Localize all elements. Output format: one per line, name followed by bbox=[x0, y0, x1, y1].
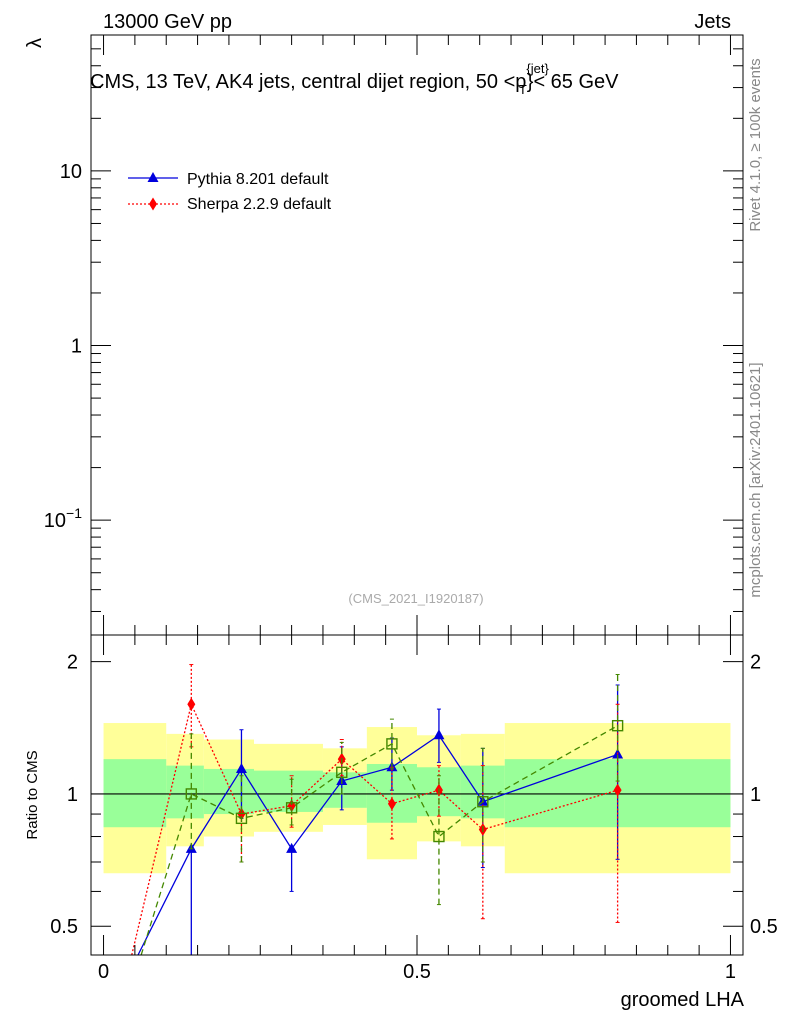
main-y-tick-label: 1 bbox=[71, 336, 82, 358]
legend-marker-sherpa bbox=[149, 197, 157, 211]
legend: Pythia 8.201 default Sherpa 2.2.9 defaul… bbox=[128, 171, 332, 213]
main-title-part: CMS, 13 TeV, AK4 jets, central dijet reg… bbox=[90, 71, 526, 93]
data-point-diamond bbox=[613, 783, 622, 797]
main-title: CMS, 13 TeV, AK4 jets, central dijet reg… bbox=[90, 61, 619, 97]
ratio-y-tick-label-right: 0.5 bbox=[750, 916, 778, 938]
x-tick-label: 1 bbox=[725, 961, 736, 983]
data-point-square bbox=[336, 766, 348, 779]
ratio-y-tick-label-right: 2 bbox=[750, 652, 761, 674]
x-axis-label: groomed LHA bbox=[621, 989, 745, 1011]
data-point-square bbox=[185, 788, 198, 800]
ratio-y-tick-label: 0.5 bbox=[50, 916, 78, 938]
series-diamond bbox=[131, 664, 622, 956]
ratio-bands bbox=[91, 723, 743, 874]
uncertainty-band-inner bbox=[322, 772, 367, 808]
header-energy-label: 13000 GeV pp bbox=[103, 11, 232, 33]
data-point-triangle bbox=[235, 762, 247, 773]
rivet-version-label: Rivet 4.1.0, ≥ 100k events bbox=[747, 58, 764, 231]
uncertainty-band-inner bbox=[103, 759, 167, 828]
main-title-part: }< 65 GeV bbox=[527, 71, 619, 93]
data-point-square bbox=[235, 812, 248, 825]
data-point-diamond bbox=[387, 797, 396, 811]
data-point-square bbox=[433, 830, 445, 843]
uncertainty-band-inner bbox=[166, 765, 204, 819]
legend-label-pythia: Pythia 8.201 default bbox=[187, 171, 329, 188]
main-frame bbox=[90, 34, 744, 636]
series-square bbox=[140, 673, 624, 956]
legend-marker-pythia bbox=[147, 172, 159, 182]
ratio-y-axis-label: Ratio to CMS bbox=[24, 750, 41, 839]
ratio-series bbox=[131, 664, 624, 956]
analysis-watermark: (CMS_2021_I1920187) bbox=[348, 591, 483, 606]
ratio-ticks: 0.5 0.5 1 1 2 2 0 0.5 1 bbox=[50, 635, 778, 983]
data-point-square bbox=[477, 796, 489, 808]
main-y-tick-label: 10−1 bbox=[44, 505, 82, 532]
main-title-superscript: {jet} bbox=[526, 61, 549, 76]
legend-label-sherpa: Sherpa 2.2.9 default bbox=[187, 196, 332, 213]
data-point-diamond bbox=[187, 697, 196, 711]
data-point-triangle bbox=[286, 842, 298, 853]
data-point-square bbox=[611, 719, 624, 732]
uncertainty-band-inner bbox=[203, 768, 254, 815]
ratio-y-tick-label-right: 1 bbox=[750, 784, 761, 806]
mcplots-label: mcplots.cern.ch [arXiv:2401.10621] bbox=[747, 362, 764, 597]
x-tick-label: 0.5 bbox=[403, 961, 431, 983]
main-title-subscript: T bbox=[519, 82, 527, 97]
main-y-tick-label: 10 bbox=[60, 161, 82, 183]
x-tick-label: 0 bbox=[98, 961, 109, 983]
data-point-square bbox=[285, 802, 298, 814]
data-point-triangle bbox=[433, 729, 445, 740]
ratio-y-tick-label: 2 bbox=[67, 652, 78, 674]
tick-label-base: 10 bbox=[44, 510, 66, 532]
ratio-y-tick-label: 1 bbox=[67, 784, 78, 806]
data-point-square bbox=[386, 738, 398, 750]
ratio-panel: 0.5 0.5 1 1 2 2 0 0.5 1 Ratio to CMS groomed LHA bbox=[24, 634, 778, 1011]
tick-label-exponent: −1 bbox=[66, 505, 82, 521]
header-process-label: Jets bbox=[694, 11, 731, 33]
main-y-axis-label: λ bbox=[24, 38, 46, 48]
